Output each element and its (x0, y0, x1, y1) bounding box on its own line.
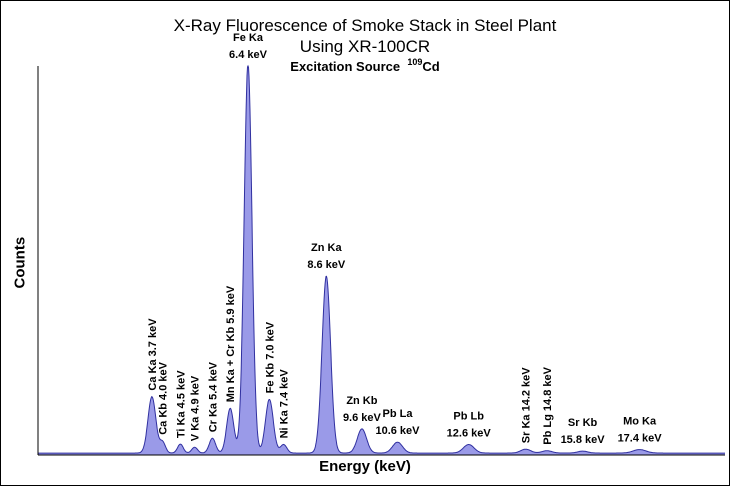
peak-label-text: 6.4 keV (229, 49, 268, 61)
x-axis-label: Energy (keV) (319, 458, 411, 475)
peak-label-text: Zn Ka (311, 242, 342, 254)
peak-label-text: 17.4 keV (618, 433, 663, 445)
peak-label-text: 15.8 keV (561, 434, 606, 446)
spectrum-area (38, 66, 725, 455)
peak-label: Cr Ka 5.4 keV (207, 361, 219, 432)
peak-label-text: Mn Ka + Cr Kb 5.9 keV (225, 285, 237, 402)
peak-label-text: Ca Kb 4.0 keV (158, 361, 170, 434)
excitation-source-text: Excitation Source (290, 59, 401, 74)
spectrum-line (38, 64, 725, 454)
peak-label-text: Fe Ka (233, 32, 264, 44)
peak-label-text: 12.6 keV (447, 428, 492, 440)
peak-label-text: Ti Ka 4.5 keV (175, 370, 187, 438)
peak-label-text: Ni Ka 7.4 keV (279, 369, 291, 439)
peak-label-text: Sr Kb (568, 417, 598, 429)
peak-label-text: 10.6 keV (375, 425, 420, 437)
peak-label: Ca Kb 4.0 keV (158, 361, 170, 434)
peak-label: Zn Ka 8.6 keV (307, 242, 346, 271)
peak-label: Pb Lb 12.6 keV (447, 411, 492, 440)
isotope-mass-number: 109 (407, 57, 423, 67)
peak-label: Pb La 10.6 keV (375, 408, 420, 437)
peak-label-text: Cr Ka 5.4 keV (207, 361, 219, 432)
peak-label-text: Zn Kb (346, 395, 377, 407)
peak-label-text: Mo Ka (623, 416, 657, 428)
peak-label: Ti Ka 4.5 keV (175, 370, 187, 438)
chart-title: X-Ray Fluorescence of Smoke Stack in Ste… (173, 16, 557, 35)
peak-label-text: Fe Kb 7.0 keV (264, 321, 276, 393)
peak-label-text: 8.6 keV (307, 259, 346, 271)
peak-label: Sr Ka 14.2 keV (521, 367, 533, 443)
chart-subtitle: Using XR-100CR (299, 37, 431, 56)
peak-label: Ni Ka 7.4 keV (279, 369, 291, 439)
peak-label: Ca Ka 3.7 keV (147, 318, 159, 391)
peak-label: Mo Ka 17.4 keV (618, 416, 663, 445)
peak-label-text: Ca Ka 3.7 keV (147, 318, 159, 391)
isotope-symbol: Cd (422, 59, 440, 74)
peak-label-text: Pb La (383, 408, 414, 420)
peak-label: V Ka 4.9 keV (190, 375, 202, 441)
peak-label: Pb Lg 14.8 keV (542, 366, 554, 444)
peak-label: Fe Ka 6.4 keV (229, 32, 268, 61)
peak-label-text: V Ka 4.9 keV (190, 375, 202, 441)
peak-label-text: Pb Lb (453, 411, 484, 423)
peak-label: Mn Ka + Cr Kb 5.9 keV (225, 285, 237, 402)
peak-label-text: 9.6 keV (343, 412, 382, 424)
peak-label-text: Pb Lg 14.8 keV (542, 366, 554, 444)
peak-label: Sr Kb 15.8 keV (561, 417, 606, 446)
excitation-source-label: Excitation Source 109Cd (0, 57, 730, 74)
peak-label: Fe Kb 7.0 keV (264, 321, 276, 393)
peak-label-text: Sr Ka 14.2 keV (521, 367, 533, 443)
peak-label: Zn Kb 9.6 keV (343, 395, 382, 424)
